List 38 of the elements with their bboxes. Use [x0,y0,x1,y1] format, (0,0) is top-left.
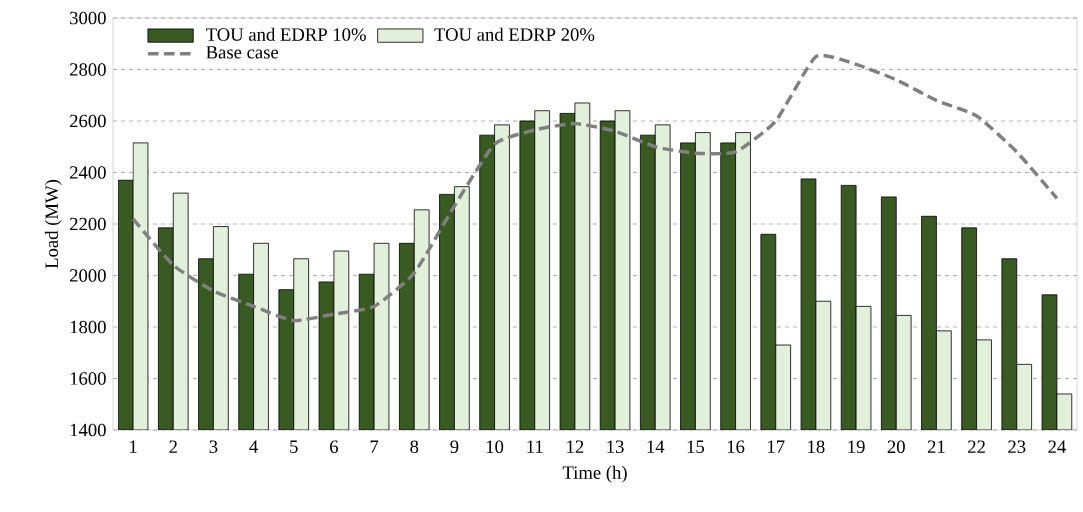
x-tick-label: 19 [848,440,865,454]
x-tick-label: 18 [808,440,825,454]
x-tick-label: 10 [486,440,504,454]
x-tick-label: 23 [1008,440,1026,454]
y-tick-label: 3000 [70,11,106,25]
x-tick-label: 21 [927,440,945,453]
y-tick-label: 1800 [70,320,106,334]
x-tick-label: 20 [887,440,905,454]
x-tick-label: 24 [1048,440,1066,453]
x-tick-label: 1 [130,440,137,453]
x-tick-label: 7 [370,440,379,453]
x-tick-label: 13 [607,440,624,454]
y-tick-label: 1400 [70,423,106,437]
x-tick-label: 6 [330,440,339,454]
x-tick-label: 12 [567,440,584,453]
y-tick-label: 2000 [70,269,106,282]
x-tick-label: 14 [647,440,665,453]
y-tick-label: 2400 [70,166,106,179]
x-tick-label: 11 [527,440,543,453]
x-tick-label: 5 [290,440,298,453]
y-tick-label: 2800 [70,63,106,76]
x-tick-label: 2 [169,440,177,453]
x-tick-label: 16 [727,440,745,454]
y-tick-label: 2600 [70,114,106,128]
x-axis-title: Time (h) [562,465,627,483]
legend-label: Base case [206,46,279,59]
x-tick-label: 8 [410,440,419,454]
x-tick-label: 17 [768,440,785,453]
legend-label: TOU and EDRP 20% [434,27,595,41]
x-tick-label: 4 [249,440,258,453]
y-tick-label: 1600 [70,372,106,385]
y-axis-title: Load (MW) [44,180,62,269]
x-tick-label: 3 [209,440,218,454]
legend-label: TOU and EDRP 10% [205,27,366,41]
y-tick-label: 2200 [70,217,106,231]
x-tick-label: 9 [450,440,459,454]
x-tick-label: 22 [968,440,985,453]
x-tick-label: 15 [687,440,705,453]
